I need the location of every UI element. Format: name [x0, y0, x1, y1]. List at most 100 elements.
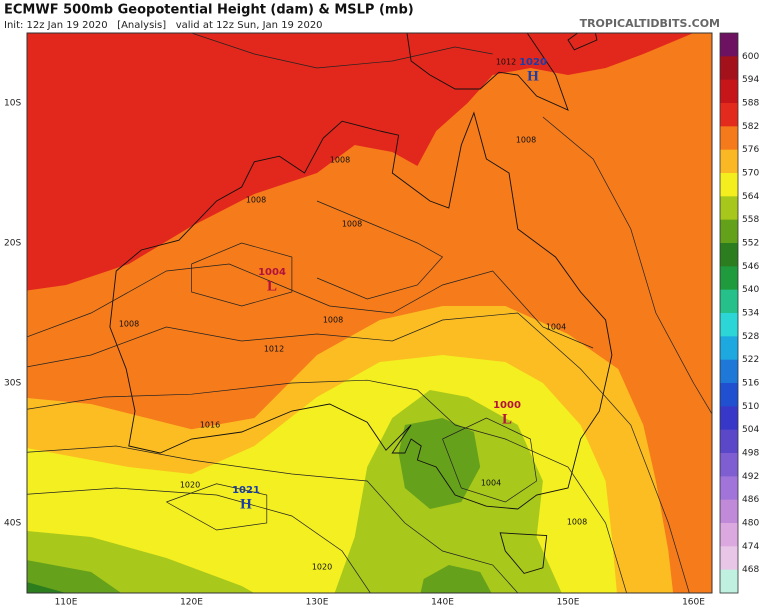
- colorbar-label: 576: [742, 145, 759, 155]
- colorbar-swatch: [720, 569, 738, 594]
- band-558: [27, 560, 122, 593]
- colorbar-swatch: [720, 126, 738, 151]
- colorbar-swatch: [720, 266, 738, 291]
- isobar: [191, 242, 293, 307]
- colorbar-swatch: [720, 406, 738, 431]
- colorbar-swatch: [720, 243, 738, 267]
- colorbar-label: 564: [742, 192, 759, 202]
- isobar: [27, 312, 690, 593]
- contour-label: 1008: [119, 320, 139, 329]
- pressure-value: 1020: [519, 57, 547, 68]
- colorbar-swatch: [720, 219, 738, 244]
- coastline: [109, 111, 613, 510]
- map-frame: [26, 32, 713, 594]
- colorbar-label: 588: [742, 99, 759, 109]
- colorbar-label: 546: [742, 262, 759, 272]
- lat-label: 20S: [4, 239, 21, 249]
- colorbar-swatch: [720, 149, 738, 174]
- colorbar-label: 486: [742, 495, 759, 505]
- lon-label: 110E: [55, 598, 78, 608]
- contour-label: 1004: [481, 479, 501, 488]
- colorbar-label: 600: [742, 52, 759, 62]
- colorbar-swatch: [720, 103, 738, 127]
- colorbar-swatch: [720, 359, 738, 384]
- colorbar-label: 582: [742, 122, 759, 132]
- colorbar-label: 492: [742, 472, 759, 482]
- band-588: [27, 33, 712, 291]
- colorbar-label: 570: [742, 169, 759, 179]
- colorbar-label: 540: [742, 285, 759, 295]
- contour-label: 1012: [264, 345, 284, 354]
- colorbar-label: 504: [742, 425, 759, 435]
- lon-label: 120E: [180, 598, 203, 608]
- isobar: [27, 379, 627, 593]
- pressure-value: 1000: [493, 400, 521, 411]
- lon-label: 160E: [682, 598, 705, 608]
- colorbar-swatch: [720, 453, 738, 477]
- coastline: [406, 33, 569, 111]
- colorbar-label: 480: [742, 519, 759, 529]
- pressure-symbol: H: [527, 68, 539, 84]
- colorbar-label: 534: [742, 309, 759, 319]
- colorbar-label: 468: [742, 565, 759, 575]
- colorbar-swatch: [720, 313, 738, 337]
- pressure-symbol: H: [240, 496, 252, 512]
- map-area: 1012 1008 1008 1008 1008 1008 1008 1012 1016 1020…: [27, 33, 712, 593]
- coastline: [499, 532, 548, 574]
- contour-label: 1016: [200, 421, 220, 430]
- lat-label: 40S: [4, 519, 21, 529]
- contour-label: 1012: [496, 58, 516, 67]
- contour-label: 1020: [180, 481, 200, 490]
- colorbar-label: 528: [742, 332, 759, 342]
- colorbar-label: 522: [742, 355, 759, 365]
- contour-label: 1008: [323, 316, 343, 325]
- isobar: [27, 487, 371, 593]
- lon-label: 140E: [431, 598, 454, 608]
- lat-label: 30S: [4, 379, 21, 389]
- axis-labels: 10S 20S 30S 40S 110E 120E 130E 140E 150E 160E: [4, 99, 705, 608]
- pressure-value: 1004: [258, 267, 286, 278]
- lon-label: 130E: [306, 598, 329, 608]
- colorbar-swatch: [720, 476, 738, 501]
- colorbar-swatch: [720, 546, 738, 571]
- colorbar-swatch: [720, 499, 738, 524]
- colorbar-label: 552: [742, 239, 759, 249]
- colorbar-swatch: [720, 56, 738, 81]
- isobar: [166, 483, 268, 531]
- contour-label: 1008: [516, 136, 536, 145]
- band-558: [420, 565, 492, 593]
- colorbar-swatch: [720, 429, 738, 454]
- contour-label: 1008: [246, 196, 266, 205]
- band-552: [27, 582, 66, 593]
- contour-label: 1004: [546, 323, 566, 332]
- coastline: [567, 33, 598, 51]
- colorbar-swatch: [720, 383, 738, 407]
- colorbar-label: 510: [742, 402, 759, 412]
- colorbar-label: 594: [742, 75, 759, 85]
- colorbar-label: 474: [742, 542, 759, 552]
- isobar: [27, 445, 519, 593]
- contour-label: 1008: [330, 156, 350, 165]
- contour-label: 1008: [342, 220, 362, 229]
- lon-label: 150E: [557, 598, 580, 608]
- isobar: [191, 33, 493, 69]
- watermark: TROPICALTIDBITS.COM: [580, 17, 720, 30]
- isobar: [316, 200, 444, 300]
- isobar: [27, 263, 594, 349]
- colorbar-swatch: [720, 196, 738, 221]
- lat-label: 10S: [4, 99, 21, 109]
- pressure-symbol: L: [502, 411, 512, 427]
- contour-label: 1008: [567, 518, 587, 527]
- colorbar-swatch: [720, 33, 738, 57]
- title: ECMWF 500mb Geopotential Height (dam) & …: [4, 3, 414, 18]
- isobar: [442, 417, 537, 503]
- pressure-value: 1021: [232, 485, 260, 496]
- colorbar-swatch: [720, 336, 738, 361]
- colorbar-label: 498: [742, 449, 759, 459]
- colorbar-swatch: [720, 289, 738, 314]
- colorbar-swatch: [720, 79, 738, 104]
- colorbar-label: 516: [742, 379, 759, 389]
- subtitle: Init: 12z Jan 19 2020 [Analysis] valid a…: [4, 20, 323, 31]
